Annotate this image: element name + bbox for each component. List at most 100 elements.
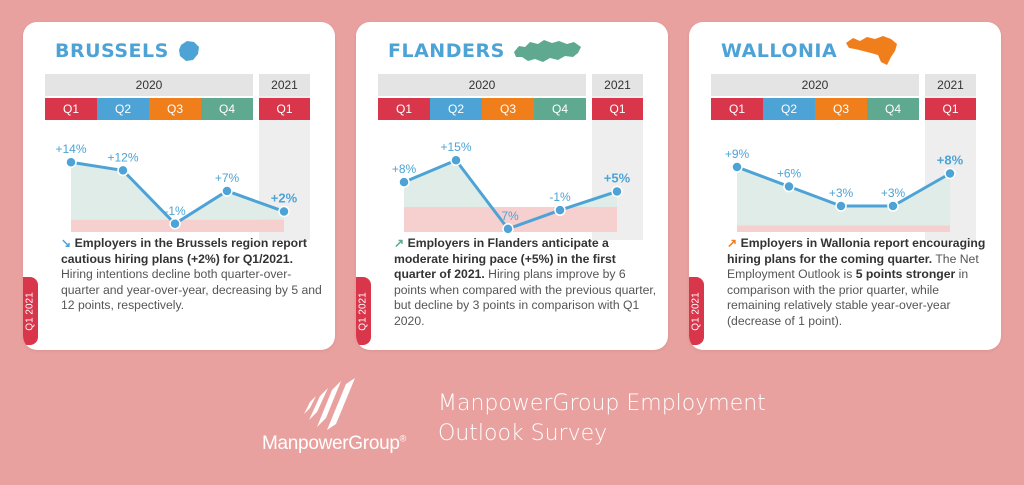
- data-label: +6%: [777, 167, 802, 181]
- data-point: [835, 200, 847, 212]
- description-text: The Net Employment Outlook is: [727, 251, 979, 282]
- year-label-2021: 2021: [271, 78, 298, 92]
- period-tab-label: Q1 2021: [691, 291, 702, 331]
- quarter-header: [482, 98, 534, 120]
- region-card-flanders: FLANDERS 2020 2021 Q1 Q2 Q3 Q4 Q1 +8% +15% -7% -1%…: [356, 22, 668, 350]
- quarter-label: Q1: [63, 102, 79, 116]
- trend-arrow-icon: ↗: [727, 236, 738, 250]
- region-card-wallonia: WALLONIA 2020 2021 Q1 Q2 Q3 Q4 Q1 +9% +6% +3% +3% +…: [689, 22, 1001, 350]
- negative-area-fill: [737, 225, 950, 232]
- year-label-2020: 2020: [469, 78, 496, 92]
- quarter-label: Q3: [833, 102, 849, 116]
- year-header-2020: [378, 74, 586, 96]
- quarter-label: Q2: [781, 102, 797, 116]
- description-text-2: in comparison with the prior quarter, wh…: [727, 267, 969, 328]
- data-point: [278, 205, 290, 218]
- quarter-header-2021: [259, 98, 310, 120]
- quarter-header: [867, 98, 919, 120]
- data-label: +9%: [725, 147, 750, 161]
- positive-area-fill: [404, 160, 617, 229]
- quarter-header: [430, 98, 482, 120]
- data-point: [731, 161, 743, 173]
- year-label-2021: 2021: [604, 78, 631, 92]
- quarter-label: Q4: [885, 102, 901, 116]
- region-description: ↗ Employers in Wallonia report encouragi…: [727, 236, 991, 330]
- data-label: +7%: [215, 171, 240, 185]
- quarter-label: Q2: [448, 102, 464, 116]
- data-label: +8%: [392, 162, 417, 176]
- brussels-line-chart: 2020 2021 Q1 Q2 Q3 Q4 Q1 +14% +12% -1% +7% +2%: [45, 74, 310, 240]
- region-title: FLANDERS: [388, 40, 505, 62]
- year-header-2020: [45, 74, 253, 96]
- year-header-2021: [259, 74, 310, 96]
- logo-stroke: [327, 378, 355, 430]
- wallonia-line-chart: 2020 2021 Q1 Q2 Q3 Q4 Q1 +9% +6% +3% +3% +8%: [711, 74, 976, 240]
- quarter-label: Q4: [219, 102, 235, 116]
- year-label-2021: 2021: [937, 78, 964, 92]
- logo-stroke: [304, 396, 316, 414]
- description-text: Hiring intentions decline both quarter-o…: [61, 267, 322, 313]
- logo-stroke: [309, 388, 328, 420]
- card-title: BRUSSELS: [55, 36, 201, 66]
- card-title: WALLONIA: [721, 36, 899, 66]
- data-point: [944, 167, 956, 180]
- quarter-header: [45, 98, 97, 120]
- quarter-label: Q1: [396, 102, 412, 116]
- period-tab: Q1 2021: [23, 277, 38, 345]
- card-title: FLANDERS: [388, 36, 583, 66]
- logo-wordmark: ManpowerGroup®: [262, 433, 406, 455]
- quarter-header: [201, 98, 253, 120]
- data-point: [611, 185, 623, 198]
- data-label: +15%: [440, 140, 471, 154]
- quarter-label: Q3: [500, 102, 516, 116]
- wallonia-map-icon: [846, 36, 898, 65]
- positive-area-fill: [71, 162, 284, 224]
- data-point: [450, 154, 462, 166]
- positive-area-fill: [737, 167, 950, 226]
- quarter-header-2021: [925, 98, 976, 120]
- year-header-2021: [592, 74, 643, 96]
- brussels-shape: [178, 41, 199, 61]
- data-label: +2%: [271, 190, 298, 205]
- data-label: +8%: [937, 153, 964, 168]
- region-title: WALLONIA: [721, 40, 838, 62]
- data-point: [221, 185, 233, 197]
- registered-mark: ®: [399, 433, 407, 444]
- logo-stroke: [317, 381, 341, 427]
- data-point: [65, 156, 77, 168]
- year-header-2021: [925, 74, 976, 96]
- survey-title: ManpowerGroup Employment Outlook Survey: [438, 391, 766, 446]
- description-highlight-2: 5 points stronger: [855, 267, 956, 282]
- quarter-header-2021: [592, 98, 643, 120]
- description-text: Hiring plans improve by 6 points when co…: [394, 267, 657, 328]
- data-label: +3%: [881, 186, 906, 200]
- period-tab: Q1 2021: [689, 277, 704, 345]
- period-tab-label: Q1 2021: [25, 291, 36, 331]
- quarter-label-2021: Q1: [609, 102, 625, 116]
- data-label: +5%: [604, 170, 631, 185]
- trend-arrow-icon: ↘: [61, 236, 72, 250]
- period-tab-label: Q1 2021: [358, 291, 369, 331]
- year-label-2020: 2020: [136, 78, 163, 92]
- data-label: -1%: [549, 190, 571, 204]
- quarter-label-2021: Q1: [276, 102, 292, 116]
- manpowergroup-logo: ManpowerGroup®: [262, 378, 422, 458]
- quarter-label-2021: Q1: [942, 102, 958, 116]
- data-label: +12%: [107, 150, 138, 164]
- flanders-line-chart: 2020 2021 Q1 Q2 Q3 Q4 Q1 +8% +15% -7% -1% +5%: [378, 74, 643, 240]
- data-point: [554, 204, 566, 216]
- year-label-2020: 2020: [802, 78, 829, 92]
- flanders-shape: [513, 40, 581, 62]
- period-tab: Q1 2021: [356, 277, 371, 345]
- data-point: [783, 180, 795, 193]
- quarter-label: Q4: [552, 102, 568, 116]
- data-label: -1%: [164, 204, 186, 218]
- manpower-logo-icon: [304, 378, 355, 430]
- logo-name: ManpowerGroup: [262, 433, 400, 454]
- region-description: ↘ Employers in the Brussels region repor…: [61, 236, 325, 314]
- quarter-header: [534, 98, 586, 120]
- region-description: ↗ Employers in Flanders anticipate a mod…: [394, 236, 658, 330]
- quarter-header: [97, 98, 149, 120]
- quarter-header: [711, 98, 763, 120]
- quarter-header: [378, 98, 430, 120]
